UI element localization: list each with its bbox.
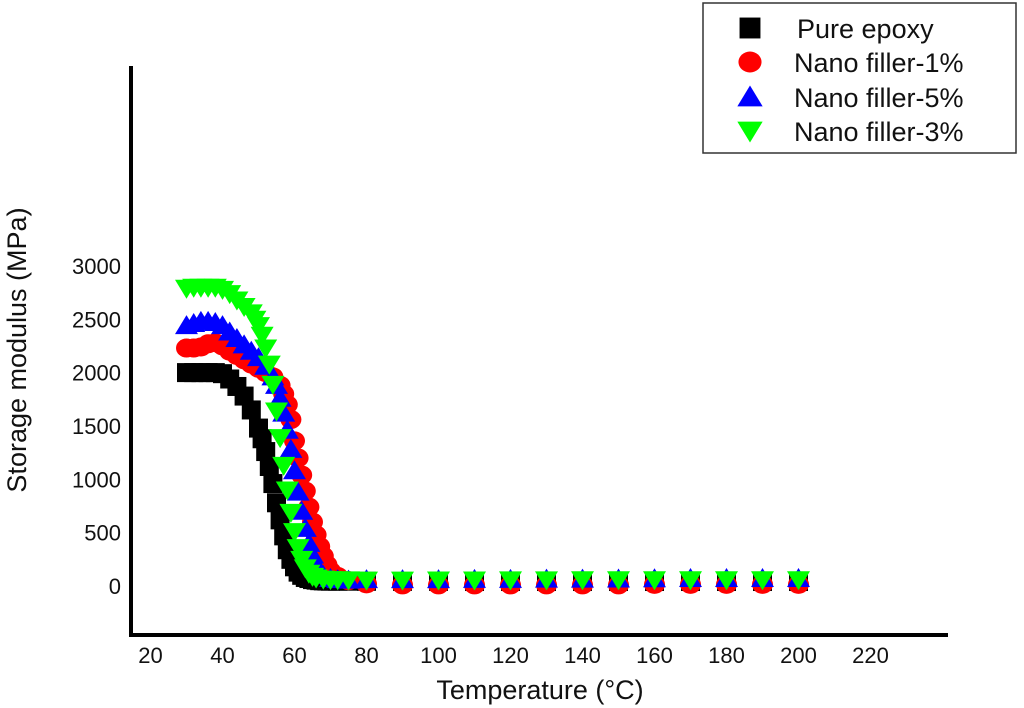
data-point xyxy=(268,429,292,449)
axes xyxy=(129,66,948,637)
data-point xyxy=(279,503,303,523)
data-point xyxy=(259,456,279,476)
x-axis-title: Temperature (°C) xyxy=(436,675,643,705)
y-tick-label: 2500 xyxy=(72,307,121,332)
data-point xyxy=(751,571,774,591)
data-point xyxy=(254,339,278,359)
x-tick-label: 120 xyxy=(492,643,529,668)
legend-label: Nano filler-5% xyxy=(794,83,964,113)
legend-entry: Pure epoxy xyxy=(739,14,934,44)
data-point xyxy=(355,571,378,591)
data-point xyxy=(257,355,281,375)
y-tick-label: 500 xyxy=(84,521,121,546)
legend-entry: Nano filler-1% xyxy=(738,48,964,78)
data-point xyxy=(427,571,450,591)
data-point xyxy=(643,571,666,591)
y-tick-label: 1000 xyxy=(72,467,121,492)
y-tick-label: 0 xyxy=(109,574,121,599)
data-point xyxy=(241,400,261,420)
y-tick-label: 1500 xyxy=(72,414,121,439)
x-tick-label: 60 xyxy=(282,643,306,668)
data-point xyxy=(247,317,270,337)
data-point xyxy=(265,402,288,422)
y-tick-label: 2000 xyxy=(72,361,121,386)
data-point xyxy=(272,456,296,476)
x-tick-label: 160 xyxy=(636,643,673,668)
legend-label: Nano filler-3% xyxy=(794,117,964,147)
legend: Pure epoxy Nano filler-1% Nano filler-5% Na… xyxy=(702,2,1017,154)
legend-label: Nano filler-1% xyxy=(794,48,964,78)
y-axis-title: Storage modulus (MPa) xyxy=(2,207,32,492)
data-point xyxy=(535,571,558,591)
legend-marker xyxy=(737,121,763,143)
data-point xyxy=(463,571,486,591)
data-point xyxy=(256,442,276,462)
x-tick-label: 180 xyxy=(708,643,745,668)
data-point xyxy=(268,387,292,407)
data-point xyxy=(283,523,306,543)
data-point xyxy=(499,571,522,591)
x-tick-label: 20 xyxy=(138,643,162,668)
legend-entry: Nano filler-5% xyxy=(737,83,964,113)
y-tick-label: 3000 xyxy=(72,254,121,279)
x-tick-label: 140 xyxy=(564,643,601,668)
legend-label: Pure epoxy xyxy=(797,14,934,44)
data-point xyxy=(337,571,360,591)
data-point xyxy=(715,571,738,591)
legend-entry: Nano filler-3% xyxy=(737,117,964,147)
data-point xyxy=(283,460,306,480)
data-point xyxy=(679,571,702,591)
data-point xyxy=(607,571,630,591)
data-point xyxy=(261,375,285,395)
y-tick-labels: 0 500 1000 1500 2000 2500 3000 xyxy=(72,254,121,599)
data-point xyxy=(391,571,414,591)
data-point xyxy=(290,500,314,520)
legend-marker xyxy=(737,85,763,107)
data-point xyxy=(279,438,303,458)
legend-marker xyxy=(739,17,761,39)
data-point xyxy=(275,481,299,501)
series-1 xyxy=(177,363,808,592)
x-tick-label: 220 xyxy=(852,643,889,668)
data-point xyxy=(286,539,310,559)
data-point xyxy=(250,326,274,346)
data-points xyxy=(175,278,810,595)
x-tick-label: 80 xyxy=(354,643,378,668)
data-point xyxy=(263,474,283,494)
data-point xyxy=(267,493,286,513)
data-point xyxy=(571,571,594,591)
data-point xyxy=(286,481,310,501)
series-4 xyxy=(175,278,810,591)
legend-marker xyxy=(738,51,762,73)
data-point xyxy=(787,571,810,591)
x-tick-labels: 20 40 60 80 100 120 140 160 180 200 220 xyxy=(138,643,889,668)
x-tick-label: 200 xyxy=(780,643,817,668)
x-tick-label: 40 xyxy=(210,643,234,668)
x-tick-label: 100 xyxy=(420,643,457,668)
